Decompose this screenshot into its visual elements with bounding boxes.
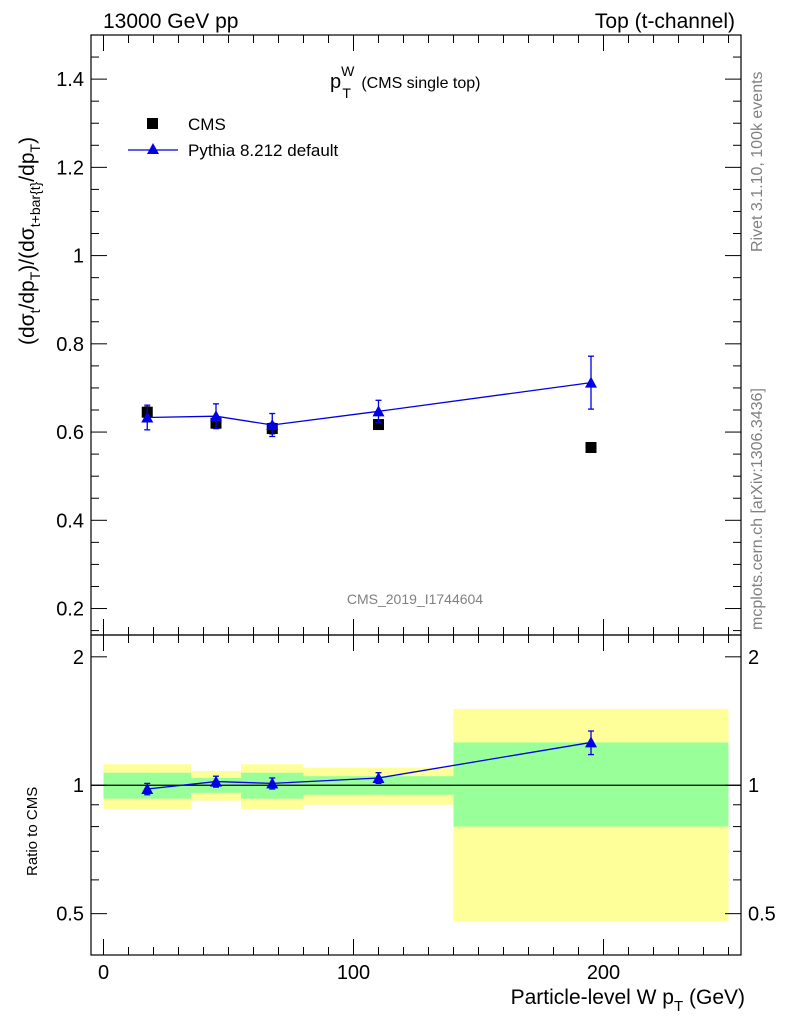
ratio-y-tick-label-left: 0.5	[56, 904, 84, 926]
chart-elements: 0.2 0.4 0.6 0.8 1 1.2 1.4 0.5 0.5 1 1 2 2 0 100 200	[56, 34, 776, 984]
x-tick-label: 200	[587, 962, 620, 984]
x-axis-label: Particle-level W pT (GeV)	[511, 986, 745, 1015]
ratio-mc-point	[266, 777, 279, 789]
mc-data-point	[141, 411, 154, 423]
mc-data-point	[585, 376, 597, 388]
main-y-tick-label: 0.8	[56, 334, 84, 356]
ratio-y-tick-label-right: 2	[748, 647, 759, 669]
legend-mc-marker	[147, 143, 159, 154]
rivet-label: Rivet 3.1.10, 100k events	[749, 71, 766, 252]
main-y-tick-label: 0.6	[56, 422, 84, 444]
watermark: CMS_2019_I1744604	[347, 591, 483, 607]
ratio-y-tick-label-right: 1	[748, 775, 759, 797]
legend-cms-marker	[147, 118, 158, 129]
main-y-tick-label: 1.2	[56, 157, 84, 179]
main-title: pW T (CMS single top)	[330, 63, 481, 101]
x-tick-label: 100	[337, 962, 370, 984]
ratio-mc-point	[210, 775, 222, 787]
header-left: 13000 GeV pp	[103, 10, 238, 33]
ratio-y-tick-label-left: 2	[73, 647, 84, 669]
legend-cms-label: CMS	[188, 115, 226, 134]
ratio-y-tick-label-right: 0.5	[748, 904, 776, 926]
ratio-mc-point	[585, 736, 597, 748]
ratio-panel-frame	[90, 634, 742, 956]
x-tick-label: 0	[98, 962, 109, 984]
mcplots-label: mcplots.cern.ch [arXiv:1306.3436]	[749, 388, 766, 630]
ratio-y-tick-label-left: 1	[73, 775, 84, 797]
ratio-y-axis-label: Ratio to CMS	[24, 787, 41, 876]
cms-data-point	[585, 442, 597, 453]
mc-data-point	[372, 405, 385, 417]
mc-data-point	[266, 419, 279, 430]
main-y-axis-label: (dσt/dpT)/(dσt+bar{t}/dpT)	[16, 137, 43, 345]
legend-mc-label: Pythia 8.212 default	[188, 141, 339, 160]
main-y-tick-label: 0.4	[56, 510, 84, 532]
main-y-tick-label: 0.2	[56, 599, 84, 621]
main-y-tick-label: 1.4	[56, 69, 84, 91]
mc-data-point	[210, 410, 222, 422]
header-right: Top (t-channel)	[595, 10, 735, 33]
ratio-inner-band-4	[453, 742, 729, 827]
ratio-mc-point	[141, 782, 154, 794]
ratio-mc-point	[372, 771, 385, 783]
main-y-tick-label: 1	[73, 246, 84, 268]
cms-data-point	[373, 419, 384, 431]
